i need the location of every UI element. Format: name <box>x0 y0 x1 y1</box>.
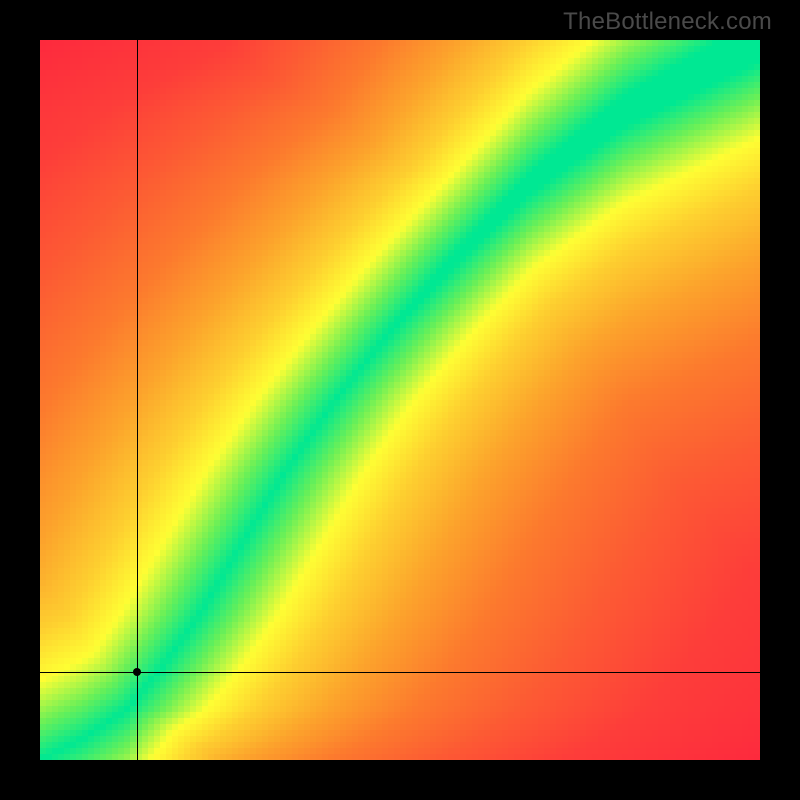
plot-area <box>40 40 760 760</box>
chart-container: TheBottleneck.com <box>0 0 800 800</box>
watermark-text: TheBottleneck.com <box>563 8 772 36</box>
crosshair-dot <box>133 668 141 676</box>
heatmap-canvas <box>40 40 760 760</box>
crosshair-vertical <box>137 40 138 760</box>
crosshair-horizontal <box>40 672 760 673</box>
